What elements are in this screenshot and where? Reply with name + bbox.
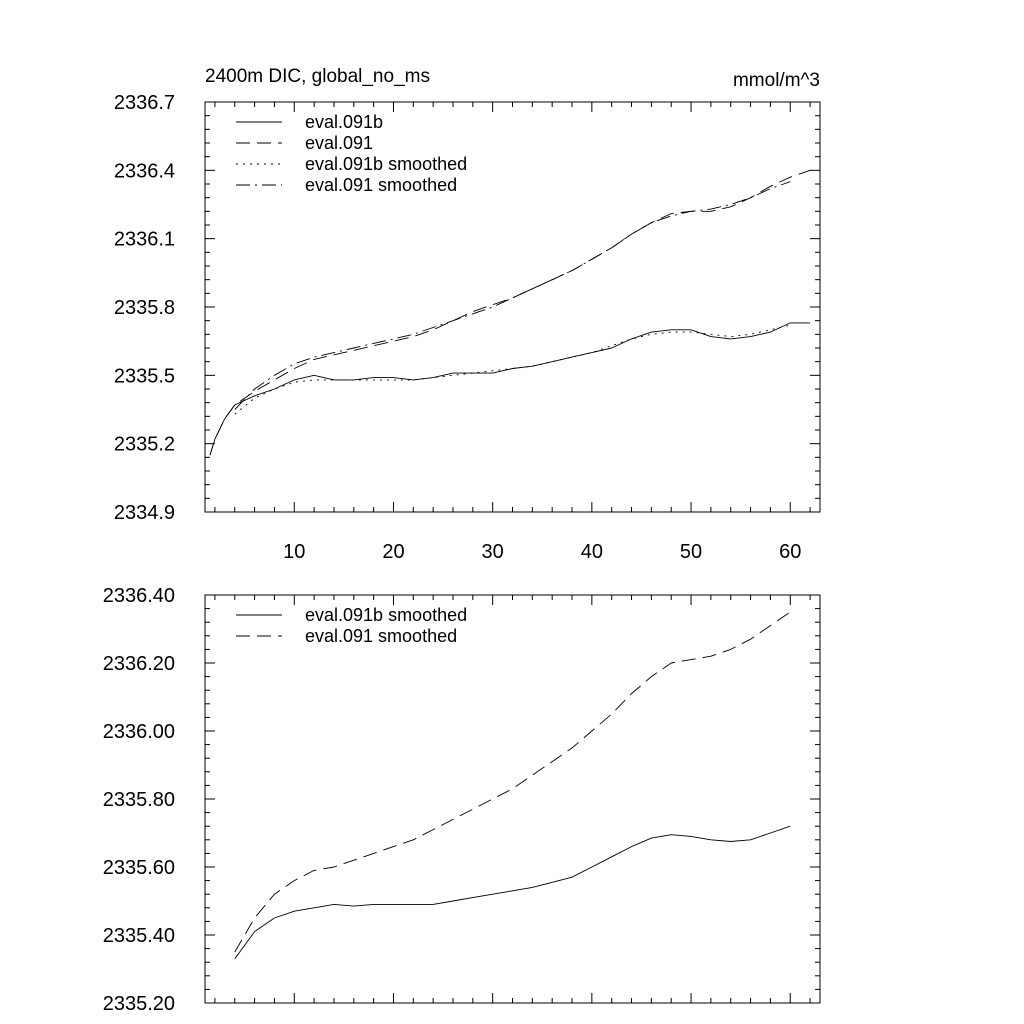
y-tick-label: 2335.80 xyxy=(103,789,175,811)
series-line-top-2 xyxy=(234,324,791,415)
x-tick-label: 50 xyxy=(680,541,702,563)
y-tick-label: 2336.20 xyxy=(103,653,175,675)
y-tick-label: 2336.40 xyxy=(103,585,175,607)
x-tick-label: 10 xyxy=(283,541,305,563)
series-line-top-0 xyxy=(209,322,811,456)
y-tick-label: 2335.2 xyxy=(114,434,175,456)
units-label: mmol/m^3 xyxy=(733,70,820,91)
series-line-top-3 xyxy=(234,181,791,410)
x-tick-label: 60 xyxy=(779,541,801,563)
legend-entry: eval.091b smoothed xyxy=(305,605,467,625)
bottom-panel: 2335.20 2335.40 2335.60 2335.80 2336.00 2336.… xyxy=(103,585,821,1015)
y-tick-label: 2336.00 xyxy=(103,721,175,743)
y-tick-label: 2336.1 xyxy=(114,229,175,251)
legend-entry: eval.091b smoothed xyxy=(305,154,467,174)
legend-entry: eval.091 smoothed xyxy=(305,175,457,195)
x-tick-label: 40 xyxy=(581,541,603,563)
y-tick-label: 2335.60 xyxy=(103,857,175,879)
y-tick-label: 2335.8 xyxy=(114,297,175,319)
x-tick-label: 20 xyxy=(382,541,404,563)
chart-title: 2400m DIC, global_no_ms xyxy=(205,66,430,87)
legend-entry: eval.091 xyxy=(305,133,373,153)
y-tick-label: 2336.7 xyxy=(114,92,175,114)
series-line-bottom-0 xyxy=(234,825,791,960)
y-tick-label: 2334.9 xyxy=(114,502,175,524)
plot-frame xyxy=(204,101,821,513)
series-line-top-1 xyxy=(209,169,811,456)
y-tick-label: 2335.20 xyxy=(103,993,175,1015)
x-tick-label: 30 xyxy=(482,541,504,563)
series-line-bottom-1 xyxy=(234,611,791,953)
legend-entry: eval.091 smoothed xyxy=(305,626,457,646)
plot-frame xyxy=(204,594,821,1004)
y-tick-label: 2335.5 xyxy=(114,365,175,387)
y-tick-label: 2336.4 xyxy=(114,160,175,182)
top-panel: 2400m DIC, global_no_ms mmol/m^3 10 20 30 4… xyxy=(114,66,821,563)
y-tick-label: 2335.40 xyxy=(103,925,175,947)
legend-entry: eval.091b xyxy=(305,112,383,132)
